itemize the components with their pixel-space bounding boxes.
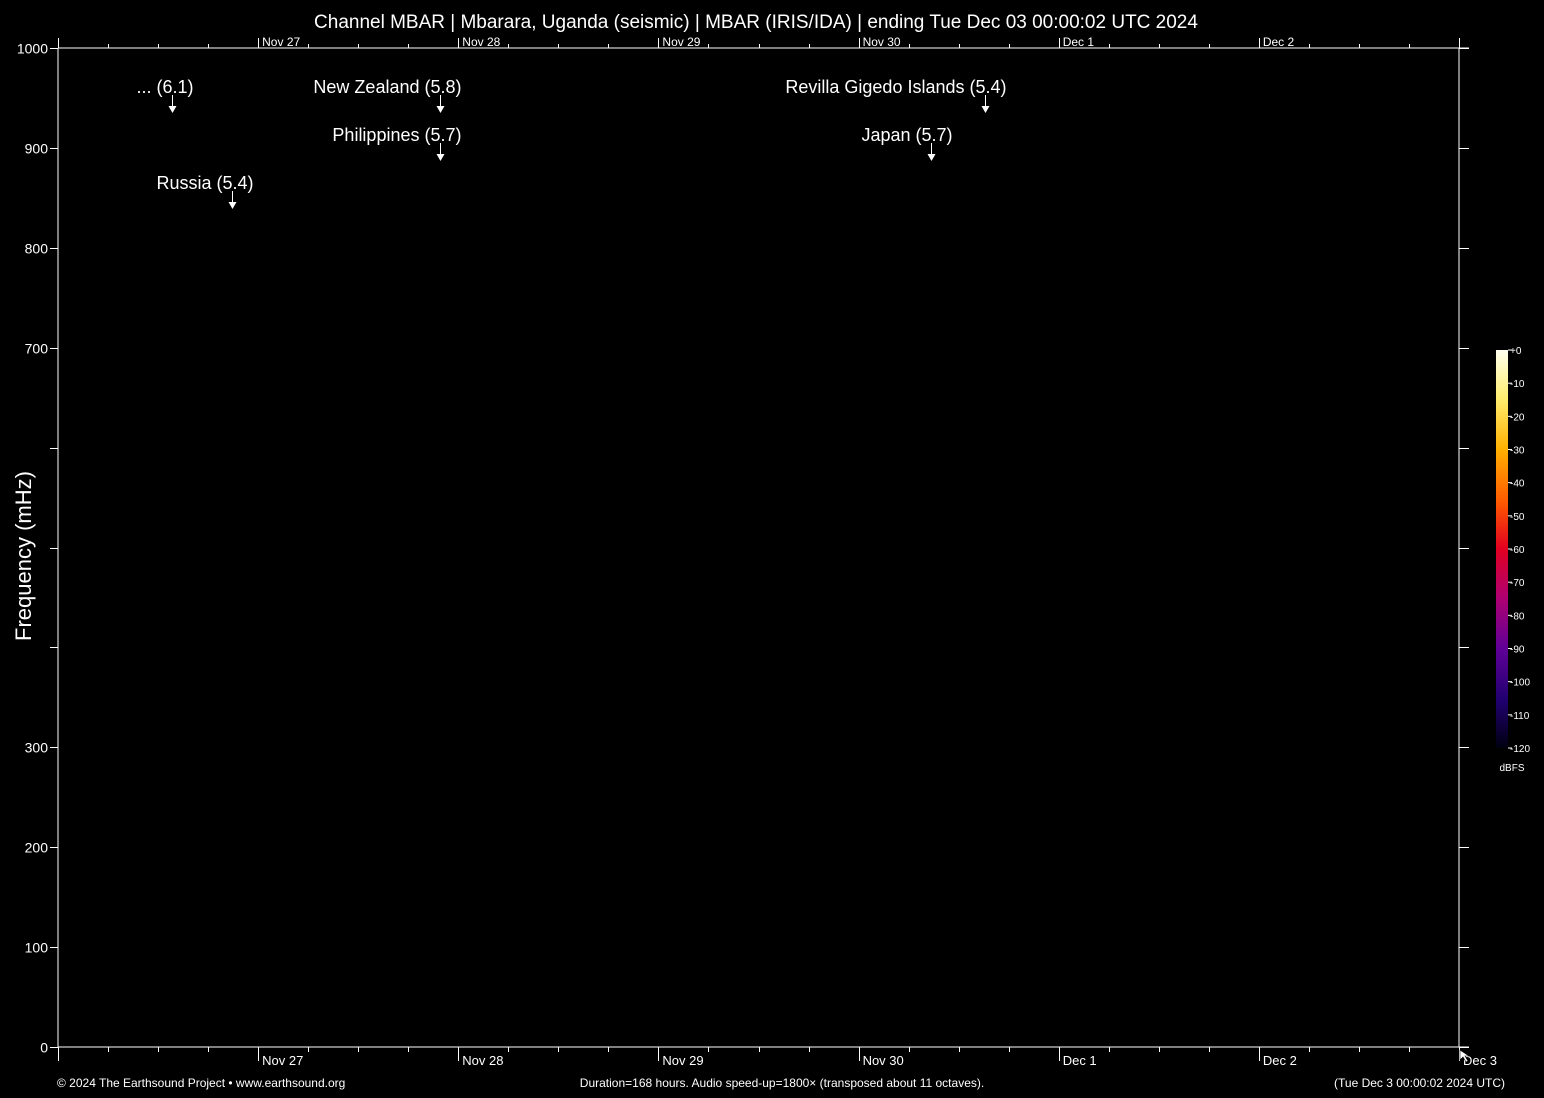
- colorbar-unit: dBFS: [1499, 763, 1524, 774]
- colorbar-gradient: [1496, 350, 1508, 748]
- y-tick-label: 0: [40, 1040, 48, 1056]
- event-annotations: ... (6.1) Russia (5.4) New Zealand (5.8) Ph…: [136, 77, 1007, 209]
- colorbar-label: +0: [1510, 346, 1522, 357]
- event-label: Philippines (5.7): [332, 125, 461, 145]
- y-tick-label: 900: [25, 141, 49, 157]
- x-tick-label-bottom: Dec 2: [1263, 1053, 1297, 1068]
- colorbar-label: -10: [1510, 379, 1525, 390]
- x-tick-label-top: Dec 2: [1263, 35, 1295, 49]
- event-marker-arrow: [436, 106, 445, 113]
- colorbar-label: -60: [1510, 545, 1525, 556]
- y-tick-label: 200: [25, 840, 49, 856]
- y-tick-label: 700: [25, 341, 49, 357]
- x-axis-ticks: Nov 27 Nov 27 Nov 28 Nov 28 Nov 29 Nov 29 Nov …: [58, 35, 1497, 1068]
- x-tick-label-top: Nov 30: [863, 35, 901, 49]
- x-tick-label-bottom: Dec 1: [1063, 1053, 1097, 1068]
- event-marker-arrow: [436, 154, 445, 161]
- footer-duration: Duration=168 hours. Audio speed-up=1800×…: [580, 1076, 984, 1090]
- footer-copyright: © 2024 The Earthsound Project • www.eart…: [57, 1076, 345, 1090]
- cursor-arrow-icon: [1459, 1049, 1470, 1063]
- x-tick-label-bottom: Nov 30: [863, 1053, 904, 1068]
- x-tick-label-top: Nov 28: [462, 35, 500, 49]
- event-label: Revilla Gigedo Islands (5.4): [785, 77, 1006, 97]
- colorbar-label: -50: [1510, 512, 1525, 523]
- y-tick-label: 100: [25, 940, 49, 956]
- y-tick-label: 300: [25, 740, 49, 756]
- colorbar-label: -90: [1510, 645, 1525, 656]
- colorbar-label: -20: [1510, 412, 1525, 423]
- x-tick-label-bottom: Nov 28: [462, 1053, 503, 1068]
- x-tick-label-bottom: Nov 27: [262, 1053, 303, 1068]
- event-marker-arrow: [168, 106, 177, 113]
- event-marker-arrow: [228, 202, 237, 209]
- event-marker-arrow: [981, 106, 990, 113]
- colorbar-label: -110: [1510, 711, 1530, 722]
- x-tick-label-top: Nov 29: [662, 35, 700, 49]
- chart-title: Channel MBAR | Mbarara, Uganda (seismic)…: [314, 12, 1198, 33]
- colorbar-label: -80: [1510, 611, 1525, 622]
- x-tick-label-bottom: Nov 29: [662, 1053, 703, 1068]
- x-tick-label-top: Nov 27: [262, 35, 300, 49]
- colorbar-label: -100: [1510, 678, 1530, 689]
- event-label: ... (6.1): [136, 77, 193, 97]
- colorbar-label: -70: [1510, 578, 1525, 589]
- event-label: Russia (5.4): [156, 173, 253, 193]
- event-label: New Zealand (5.8): [313, 77, 461, 97]
- y-tick-label: 800: [25, 241, 49, 257]
- x-tick-label-top: Dec 1: [1063, 35, 1095, 49]
- colorbar: dBFS +0 -10 -20 -30 -40 -50 -60 -70 -80 -90 -100 -1…: [1496, 346, 1530, 774]
- event-label: Japan (5.7): [861, 125, 952, 145]
- event-marker-arrow: [927, 154, 936, 161]
- y-axis-label: Frequency (mHz): [11, 471, 36, 641]
- plot-axes: [57, 47, 1469, 1048]
- footer-end-time: (Tue Dec 3 00:00:02 2024 UTC): [1334, 1076, 1505, 1090]
- colorbar-label: -120: [1510, 744, 1530, 755]
- colorbar-label: -30: [1510, 446, 1525, 457]
- colorbar-label: -40: [1510, 479, 1525, 490]
- y-tick-label: 1000: [17, 41, 48, 57]
- y-axis-ticks: 0 100 200 300 700 800 900 1000: [17, 41, 1469, 1056]
- x-tick-label-bottom: Dec 3: [1463, 1053, 1497, 1068]
